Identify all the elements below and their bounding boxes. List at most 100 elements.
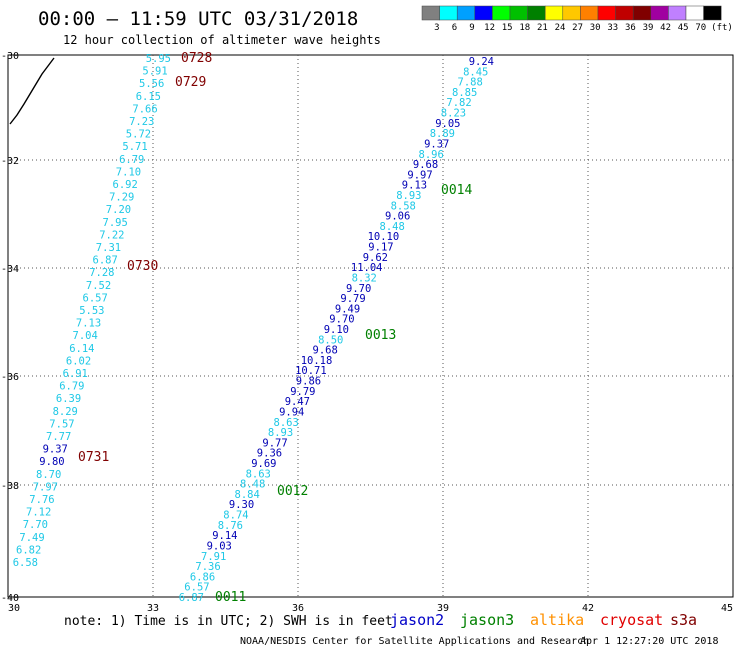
wave-height-value: 6.82 — [16, 544, 41, 556]
legend-label: 42 — [660, 23, 671, 33]
lat-tick-label: -32 — [1, 156, 19, 167]
legend-swatch — [439, 5, 458, 21]
wave-height-value: 7.52 — [86, 280, 111, 292]
wave-height-value: 6.91 — [63, 368, 88, 380]
wave-height-value: 8.48 — [380, 221, 405, 233]
wave-height-value: 9.80 — [39, 456, 64, 468]
wave-height-value: 6.79 — [59, 381, 84, 393]
wave-height-value: 7.66 — [132, 103, 157, 115]
wave-height-value: 9.79 — [290, 386, 315, 398]
legend-label: 15 — [502, 23, 513, 33]
wave-height-value: 9.13 — [402, 180, 427, 192]
wave-height-value: 7.20 — [106, 204, 131, 216]
wave-height-value: 9.79 — [340, 293, 365, 305]
wave-height-value: 9.70 — [346, 283, 371, 295]
wave-height-value: 7.95 — [103, 217, 128, 229]
pass-time-label: 0013 — [365, 328, 396, 343]
legend-swatch — [527, 5, 546, 21]
wave-height-value: 8.74 — [223, 510, 248, 522]
wave-height-value: 7.10 — [116, 166, 141, 178]
lon-tick-label: 30 — [8, 603, 20, 614]
wave-height-value: 5.56 — [139, 78, 164, 90]
track-east-values: 9.248.457.888.857.828.239.058.899.378.96… — [179, 56, 494, 604]
satellite-name: s3a — [670, 611, 697, 629]
wave-height-value: 6.87 — [179, 592, 204, 604]
wave-height-value: 7.29 — [109, 192, 134, 204]
legend-label: 21 — [537, 23, 548, 33]
pass-time-label: 0728 — [181, 51, 212, 66]
wave-height-value: 10.71 — [295, 365, 327, 377]
wave-height-value: 6.14 — [69, 343, 94, 355]
legend-swatch — [668, 5, 687, 21]
legend-label: 33 — [607, 23, 618, 33]
legend-label: 18 — [519, 23, 530, 33]
wave-height-value: 7.70 — [23, 519, 48, 531]
wave-height-value: 7.31 — [96, 242, 121, 254]
legend-unit: (ft) — [711, 23, 733, 33]
pass-time-label: 0014 — [441, 183, 472, 198]
wave-height-legend: 3 6 9 12 15 18 21 24 27 30 33 36 39 42 45 70 (ft) — [421, 5, 733, 33]
lon-tick-label: 33 — [147, 603, 159, 614]
legend-swatch — [597, 5, 616, 21]
pass-time-label: 0729 — [175, 75, 206, 90]
legend-swatch — [509, 5, 528, 21]
legend-swatch — [685, 5, 704, 21]
legend-label: 30 — [590, 23, 601, 33]
wave-height-value: 6.87 — [93, 255, 118, 267]
wave-height-value: 8.58 — [391, 200, 416, 212]
legend-swatch — [580, 5, 599, 21]
legend-label: 3 — [434, 23, 439, 33]
wave-height-value: 9.94 — [279, 407, 304, 419]
map-title: 00:00 – 11:59 UTC 03/31/2018 — [38, 8, 358, 30]
satellite-legend: jason2 jason3 altika cryosat s3a — [390, 611, 697, 629]
pass-time-label: 0730 — [127, 259, 158, 274]
lon-tick-label: 45 — [721, 603, 733, 614]
wave-height-value: 8.63 — [274, 417, 299, 429]
wave-height-value: 8.96 — [419, 149, 444, 161]
legend-label: 36 — [625, 23, 636, 33]
lat-tick-label: -34 — [1, 264, 19, 275]
map-subtitle: 12 hour collection of altimeter wave hei… — [63, 33, 381, 47]
wave-height-value: 7.22 — [99, 229, 124, 241]
wave-height-value: 7.88 — [458, 77, 483, 89]
wave-height-value: 5.53 — [79, 305, 104, 317]
legend-label: 12 — [484, 23, 495, 33]
wave-height-value: 9.77 — [262, 437, 287, 449]
wave-height-value: 5.91 — [142, 66, 167, 78]
legend-swatch — [492, 5, 511, 21]
wave-height-value: 8.84 — [235, 489, 260, 501]
track-west-values: 5.955.915.566.157.667.235.725.716.797.10… — [13, 53, 171, 569]
footer-note: note: 1) Time is in UTC; 2) SWH is in fe… — [64, 614, 393, 629]
wave-height-value: 9.69 — [251, 458, 276, 470]
wave-height-value: 8.63 — [246, 468, 271, 480]
wave-height-value: 9.47 — [285, 396, 310, 408]
wave-height-value: 9.62 — [363, 252, 388, 264]
pass-time-label: 0012 — [277, 484, 308, 499]
wave-height-value: 7.82 — [446, 97, 471, 109]
wave-height-value: 9.14 — [212, 530, 237, 542]
wave-height-value: 5.95 — [146, 53, 171, 65]
legend-label: 39 — [643, 23, 654, 33]
wave-height-value: 8.48 — [240, 479, 265, 491]
wave-height-value: 6.58 — [13, 557, 38, 569]
wave-height-value: 5.72 — [126, 129, 151, 141]
satellite-name: jason2 — [390, 611, 444, 629]
wave-height-value: 8.70 — [36, 469, 61, 481]
legend-swatch — [703, 5, 722, 21]
legend-swatch — [615, 5, 634, 21]
legend-swatch — [421, 5, 440, 21]
footer-timestamp: Apr 1 12:27:20 UTC 2018 — [580, 636, 718, 647]
satellite-name: cryosat — [600, 611, 663, 629]
pass-time-label: 0011 — [215, 590, 246, 605]
wave-height-value: 10.18 — [301, 355, 333, 367]
wave-height-value: 9.37 — [424, 139, 449, 151]
legend-swatch — [650, 5, 669, 21]
wave-height-value: 7.97 — [33, 481, 58, 493]
wave-height-value: 9.97 — [407, 169, 432, 181]
wave-height-value: 8.85 — [452, 87, 477, 99]
pass-time-label: 0731 — [78, 450, 109, 465]
wave-height-value: 9.05 — [435, 118, 460, 130]
wave-height-value: 8.45 — [463, 66, 488, 78]
wave-height-value: 6.39 — [56, 393, 81, 405]
lon-tick-label: 36 — [292, 603, 304, 614]
